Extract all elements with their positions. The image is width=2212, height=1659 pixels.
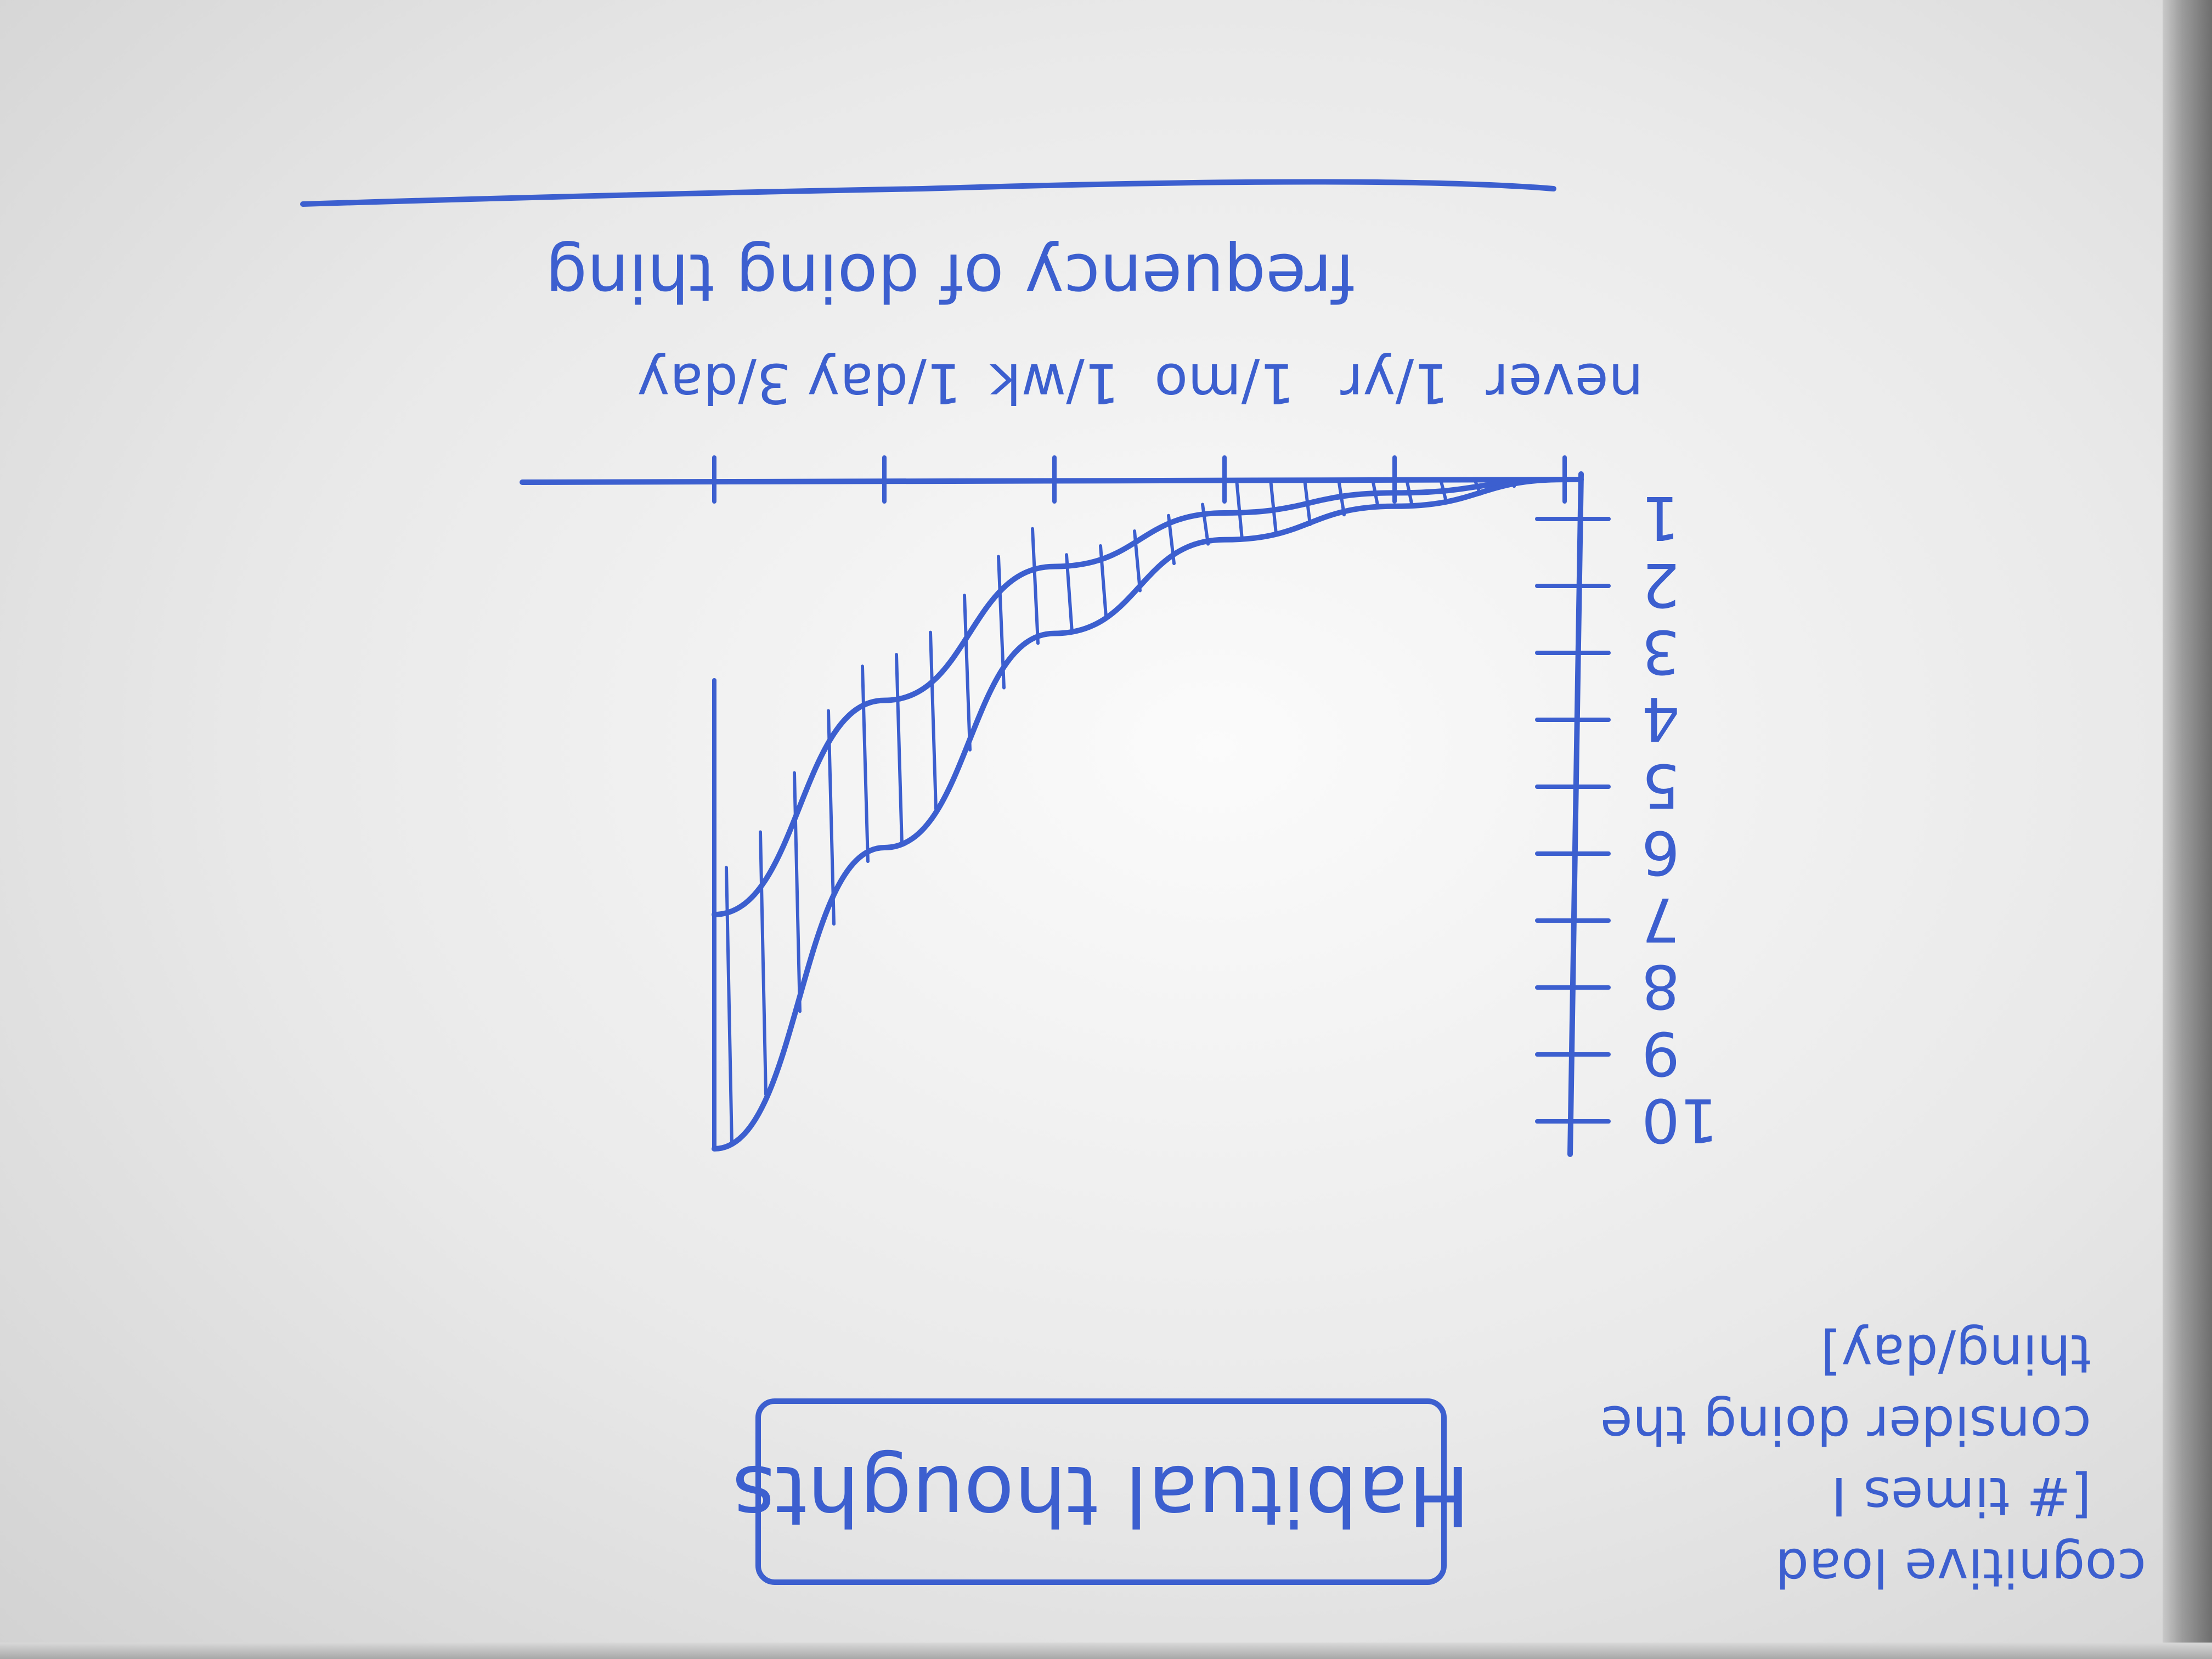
x-tick-label: 3/day bbox=[637, 351, 791, 415]
x-tick-label: 1/wk bbox=[989, 351, 1119, 415]
y-tick-label: 3 bbox=[1641, 617, 1680, 687]
x-tick-label: never bbox=[1486, 351, 1644, 415]
hatch-line bbox=[759, 830, 768, 1096]
y-tick-label: 9 bbox=[1641, 1018, 1680, 1088]
x-tick-label: 1/mo bbox=[1154, 351, 1295, 415]
chart-title: Habitual thoughts bbox=[732, 1447, 1470, 1543]
x-axis-label-underline bbox=[300, 179, 1556, 207]
y-tick-label: 5 bbox=[1641, 751, 1680, 821]
hatch-line bbox=[895, 653, 904, 847]
y-tick-label: 2 bbox=[1641, 550, 1680, 620]
y-tick-label: 6 bbox=[1641, 817, 1680, 888]
curve-1 bbox=[712, 477, 1567, 917]
whiteboard-bottom-edge bbox=[0, 1643, 2212, 1659]
x-tick-label: 1/yr bbox=[1340, 351, 1448, 415]
hatched-region bbox=[725, 478, 1550, 1147]
x-axis bbox=[520, 477, 1584, 485]
hatch-line bbox=[963, 594, 972, 752]
y-axis-ticks bbox=[1535, 517, 1611, 1124]
y-tick-label: 10 bbox=[1641, 1085, 1718, 1155]
y-axis-label-line2: [# times I bbox=[1831, 1465, 2091, 1527]
title-box bbox=[755, 1398, 1447, 1585]
y-tick-label: 8 bbox=[1641, 951, 1680, 1022]
x-tick-label: 1/day bbox=[807, 351, 961, 415]
y-axis-label-line4: thing/day] bbox=[1821, 1323, 2091, 1384]
x-axis-ticks bbox=[712, 455, 1567, 504]
y-tick-label: 7 bbox=[1641, 884, 1680, 955]
curves bbox=[712, 477, 1567, 1152]
hatch-line bbox=[1235, 478, 1244, 541]
x-axis-label: frequency of doing thing bbox=[545, 239, 1355, 315]
curve-2 bbox=[712, 477, 1567, 1152]
hatch-line bbox=[1201, 503, 1210, 546]
hatch-line bbox=[1031, 527, 1040, 645]
hatch-line bbox=[1269, 478, 1278, 535]
hatch-line bbox=[861, 664, 870, 864]
y-axis-label-line1: cognitive load bbox=[1775, 1537, 2146, 1598]
whiteboard-frame bbox=[2163, 0, 2212, 1659]
hatch-line bbox=[929, 630, 938, 811]
y-tick-label: 4 bbox=[1641, 684, 1680, 754]
y-tick-label: 1 bbox=[1641, 483, 1680, 553]
y-axis-label-line3: consider doing the bbox=[1600, 1394, 2091, 1455]
